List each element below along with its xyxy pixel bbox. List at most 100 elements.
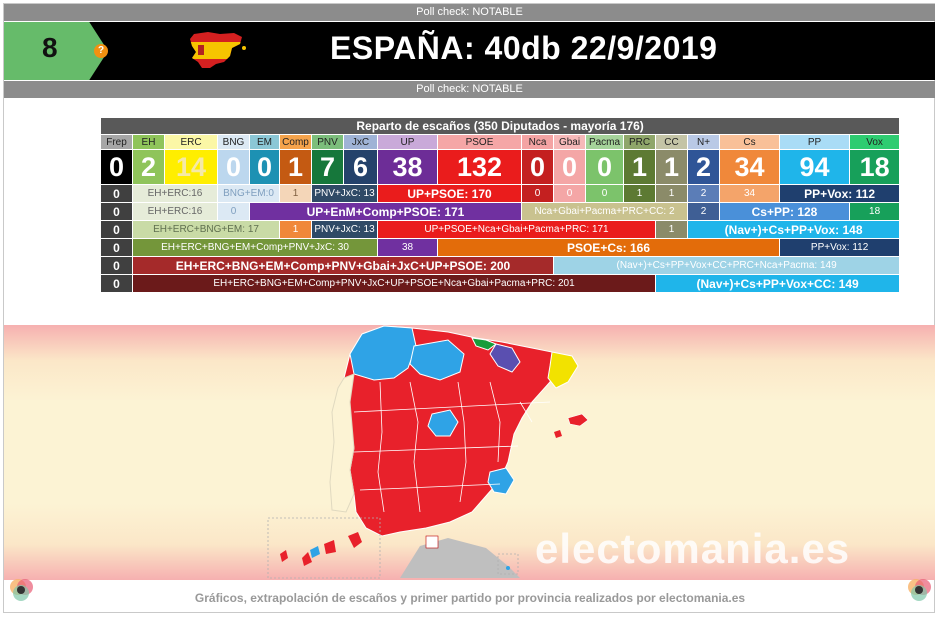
party-seats-up: 38 — [377, 149, 438, 185]
coalition-cell: 1 — [655, 184, 688, 203]
party-name-eh: EH — [132, 134, 165, 150]
coalition-cell: PNV+JxC: 13 — [311, 184, 378, 203]
coalition-cell: (Nav+)+Cs+PP+Vox+CC: 149 — [654, 274, 901, 293]
party-name-n: N+ — [687, 134, 720, 150]
coalition-cell: 34 — [719, 184, 780, 203]
poll-check-bottom: Poll check: NOTABLE — [4, 81, 935, 98]
map-ibiza — [554, 430, 562, 438]
coalition-cell: PP+Vox: 112 — [778, 184, 901, 203]
map-region-pp-murcia — [487, 467, 515, 495]
footer-credit: Gráficos, extrapolación de escaños y pri… — [194, 591, 746, 605]
party-name-em: EM — [249, 134, 280, 150]
rank-number: 8 — [42, 32, 58, 63]
coalition-cell: 1 — [623, 184, 656, 203]
coalition-cell: Cs+PP: 128 — [719, 202, 850, 221]
canary-inset-frame — [267, 517, 381, 579]
map-canary-islands — [280, 532, 362, 566]
coalition-row: 0 EH+ERC+BNG+EM+Comp+PNV+JxC: 30 38 PSOE+Cs… — [100, 238, 901, 257]
coalition-cell: 2 — [687, 202, 720, 221]
party-seats-nca: 0 — [521, 149, 554, 185]
coalition-cell: PSOE+Cs: 166 — [437, 238, 780, 257]
spain-flag-icon — [190, 32, 246, 68]
spain-province-map — [267, 325, 589, 579]
coalition-cell: UP+EnM+Comp+PSOE: 171 — [249, 202, 522, 221]
coalition-cell: 1 — [279, 184, 312, 203]
party-seats-eh: 2 — [132, 149, 165, 185]
table-title: Reparto de escaños (350 Diputados - mayo… — [99, 117, 901, 135]
party-seats-pp: 94 — [779, 149, 850, 185]
party-name-vox: Vox — [848, 134, 901, 150]
coalition-zero-cell: 0 — [100, 238, 133, 257]
question-icon[interactable]: ? — [94, 44, 108, 58]
coalition-cell: 1 — [655, 220, 688, 239]
map-region-pnv — [471, 337, 498, 351]
party-name-pp: PP — [779, 134, 850, 150]
party-seats-em: 0 — [249, 149, 280, 185]
coalition-cell: (Nav+)+Cs+PP+Vox: 148 — [686, 220, 901, 239]
coalition-row: 0 EH+ERC+BNG+EM+Comp+PNV+JxC+UP+PSOE+Nca+… — [100, 274, 901, 293]
coalition-cell: PP+Vox: 112 — [778, 238, 901, 257]
party-name-jxc: JxC — [343, 134, 378, 150]
party-seats-cc: 1 — [655, 149, 688, 185]
party-seats-erc: 14 — [164, 149, 218, 185]
coalition-cell: (Nav+)+Cs+PP+Vox+CC+PRC+Nca+Pacma: 149 — [552, 256, 901, 275]
map-region-navarra — [489, 343, 521, 373]
coalition-cell: EH+ERC+BNG+EM: 17 — [132, 220, 280, 239]
ceuta-inset-frame — [425, 535, 439, 549]
party-name-comp: Comp — [279, 134, 312, 150]
coalition-row: 0 EH+ERC:16 BNG+EM:0 1 PNV+JxC: 13 UP+PSOE: 1… — [100, 184, 901, 203]
party-seats-vox: 18 — [848, 149, 901, 185]
party-name-frep: Frep — [100, 134, 133, 150]
coalition-zero-cell: 0 — [100, 256, 133, 275]
coalition-cell: 0 — [585, 184, 624, 203]
party-name-bng: BNG — [217, 134, 250, 150]
coalition-cell: PNV+JxC: 13 — [311, 220, 378, 239]
coalition-cell: EH+ERC+BNG+EM+Comp+PNV+Gbai+JxC+UP+PSOE:… — [132, 256, 554, 275]
poll-check-top: Poll check: NOTABLE — [4, 4, 935, 21]
coalition-cell: EH+ERC+BNG+EM+Comp+PNV+JxC: 30 — [132, 238, 378, 257]
party-name-prc: PRC — [623, 134, 656, 150]
coalition-row: 0 EH+ERC:16 0 UP+EnM+Comp+PSOE: 171 Nca+Gbai… — [100, 202, 901, 221]
map-north-africa — [400, 538, 520, 578]
page-title: ESPAÑA: 40db 22/9/2019 — [330, 30, 718, 66]
seat-allocation-table: Reparto de escaños (350 Diputados - mayo… — [99, 117, 901, 293]
map-region-pp-northwest — [349, 325, 417, 381]
coalition-cell: 38 — [377, 238, 438, 257]
party-seats-pnv: 7 — [311, 149, 344, 185]
map-region-pp-madrid — [427, 409, 459, 437]
party-name-cs: Cs — [719, 134, 780, 150]
party-seats-prc: 1 — [623, 149, 656, 185]
map-canary-pp — [310, 546, 320, 558]
coalition-zero-cell: 0 — [100, 184, 133, 203]
party-name-nca: Nca — [521, 134, 554, 150]
party-seats-comp: 1 — [279, 149, 312, 185]
party-seats-psoe: 132 — [437, 149, 522, 185]
electomania-logo-icon — [10, 579, 33, 601]
coalition-cell: BNG+EM:0 — [217, 184, 280, 203]
party-seats-gbai: 0 — [553, 149, 586, 185]
coalition-cell: Nca+Gbai+Pacma+PRC+CC: 2 — [521, 202, 688, 221]
party-seats-cs: 34 — [719, 149, 780, 185]
coalition-cell: UP+PSOE: 170 — [377, 184, 522, 203]
rank-badge: 8 — [4, 22, 108, 80]
party-name-cc: CC — [655, 134, 688, 150]
party-name-pnv: PNV — [311, 134, 344, 150]
coalition-cell: EH+ERC:16 — [132, 202, 218, 221]
electomania-logo-icon — [908, 579, 931, 601]
coalition-cell: EH+ERC:16 — [132, 184, 218, 203]
map-portugal — [329, 373, 355, 513]
watermark: electomania.es — [535, 525, 851, 572]
map-melilla — [506, 566, 510, 570]
map-province-lines — [353, 381, 551, 513]
page-frame — [3, 3, 935, 613]
header-bar — [4, 22, 935, 80]
party-seats-frep: 0 — [100, 149, 133, 185]
map-region-pp-castilla — [409, 339, 465, 381]
party-name-up: UP — [377, 134, 438, 150]
coalition-zero-cell: 0 — [100, 274, 133, 293]
party-name-erc: ERC — [164, 134, 218, 150]
coalition-zero-cell: 0 — [100, 202, 133, 221]
party-seats-pacma: 0 — [585, 149, 624, 185]
party-name-psoe: PSOE — [437, 134, 522, 150]
coalition-cell: 0 — [553, 184, 586, 203]
